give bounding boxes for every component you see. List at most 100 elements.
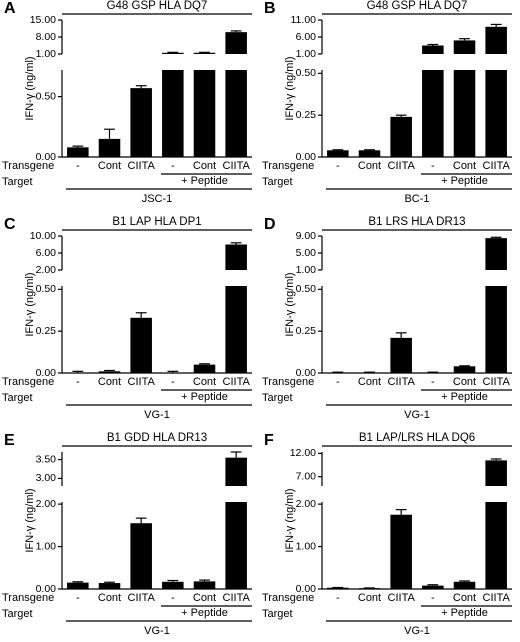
group-label: + Peptide: [181, 391, 228, 403]
y-tick-label: 2.00: [296, 498, 317, 510]
chart-title: B1 LRS HLA DR13: [368, 216, 465, 228]
row-label: Target: [262, 392, 293, 404]
y-tick-label: 1.00: [296, 264, 317, 276]
bar: [453, 70, 476, 157]
bar: [453, 366, 476, 373]
chart-title: B1 LAP HLA DP1: [112, 216, 201, 228]
panel-label: F: [264, 432, 274, 449]
row-label: Transgene: [2, 160, 54, 172]
bar: [327, 150, 349, 157]
x-tick-label: CIITA: [128, 592, 156, 604]
y-tick-label: 0.00: [296, 583, 317, 595]
bar: [67, 147, 89, 157]
panel-label: E: [4, 432, 15, 449]
y-axis-label: IFN-γ (ng/ml): [284, 272, 296, 336]
x-tick-label: Cont: [193, 592, 216, 604]
bar: [453, 581, 476, 589]
group-label: + Peptide: [441, 175, 488, 187]
y-tick-label: 9.00: [296, 230, 317, 242]
y-tick-label: 6.00: [296, 31, 317, 43]
row-label: Target: [262, 176, 293, 188]
y-tick-label: 2.00: [36, 264, 57, 276]
x-tick-label: CIITA: [128, 376, 156, 388]
group-label: + Peptide: [181, 175, 228, 187]
y-tick-label: 0.25: [36, 325, 57, 337]
x-tick-label: -: [171, 160, 175, 172]
y-tick-label: 1.00: [296, 540, 317, 552]
bar-upper: [162, 52, 184, 54]
y-tick-label: 1.00: [296, 48, 317, 60]
y-axis-label: IFN-γ (ng/ml): [284, 56, 296, 120]
y-tick-label: 15.00: [30, 14, 56, 26]
bar-upper: [422, 45, 444, 54]
y-tick-label: 3.00: [36, 472, 57, 484]
bar: [225, 70, 247, 157]
y-tick-label: 1.00: [36, 48, 57, 60]
y-axis-label: IFN-γ (ng/ml): [24, 488, 36, 552]
bar: [485, 286, 507, 373]
row-label: Transgene: [262, 592, 314, 604]
bar: [327, 587, 349, 589]
y-tick-label: 0.00: [296, 151, 317, 163]
group-label: + Peptide: [181, 607, 228, 619]
y-tick-label: 5.00: [296, 247, 317, 259]
x-tick-label: CIITA: [483, 376, 511, 388]
bar-upper: [485, 26, 507, 54]
x-tick-label: CIITA: [223, 160, 251, 172]
row-label: Target: [2, 608, 33, 620]
bar: [358, 150, 381, 157]
bar: [162, 581, 184, 589]
x-tick-label: -: [336, 592, 340, 604]
x-tick-label: Cont: [193, 160, 216, 172]
bar-upper: [485, 238, 507, 270]
group-label: + Peptide: [441, 607, 488, 619]
panel-label: D: [264, 216, 276, 233]
y-tick-label: 0.00: [296, 367, 317, 379]
y-tick-label: 7.00: [296, 470, 317, 482]
row-label: Transgene: [2, 592, 54, 604]
x-tick-label: CIITA: [483, 592, 511, 604]
x-tick-label: Cont: [358, 376, 381, 388]
bar: [485, 502, 507, 589]
row-label: Target: [262, 608, 293, 620]
row-label: Target: [2, 176, 33, 188]
row-label: Transgene: [262, 160, 314, 172]
x-tick-label: Cont: [98, 592, 121, 604]
y-tick-label: 8.00: [36, 31, 57, 43]
target-label: VG-1: [404, 409, 430, 421]
target-label: BC-1: [404, 193, 429, 205]
x-tick-label: -: [336, 376, 340, 388]
x-tick-label: CIITA: [388, 592, 416, 604]
y-tick-label: 0.00: [36, 151, 57, 163]
chart-title: G48 GSP HLA DQ7: [367, 0, 468, 12]
x-tick-label: CIITA: [483, 160, 511, 172]
target-label: VG-1: [144, 625, 170, 637]
y-axis-label: IFN-γ (ng/ml): [24, 272, 36, 336]
y-tick-label: 0.25: [296, 109, 317, 121]
y-tick-label: 0.50: [296, 67, 317, 79]
target-label: VG-1: [404, 625, 430, 637]
bar: [390, 116, 412, 157]
bar: [130, 88, 152, 157]
bar: [193, 364, 216, 373]
bar: [390, 337, 412, 373]
bar: [358, 588, 381, 589]
bar: [162, 70, 184, 157]
x-tick-label: Cont: [453, 376, 476, 388]
x-tick-label: -: [431, 592, 435, 604]
x-tick-label: -: [171, 592, 175, 604]
y-tick-label: 3.50: [36, 453, 57, 465]
x-tick-label: CIITA: [223, 592, 251, 604]
x-tick-label: -: [76, 592, 80, 604]
x-tick-label: -: [76, 160, 80, 172]
x-tick-label: Cont: [453, 592, 476, 604]
x-tick-label: Cont: [193, 376, 216, 388]
panel-label: A: [4, 0, 16, 17]
y-tick-label: 0.50: [296, 283, 317, 295]
y-tick-label: 2.00: [36, 498, 57, 510]
bar-upper: [453, 40, 476, 54]
x-tick-label: CIITA: [223, 376, 251, 388]
panel-label: C: [4, 216, 16, 233]
x-tick-label: -: [336, 160, 340, 172]
bar: [485, 70, 507, 157]
